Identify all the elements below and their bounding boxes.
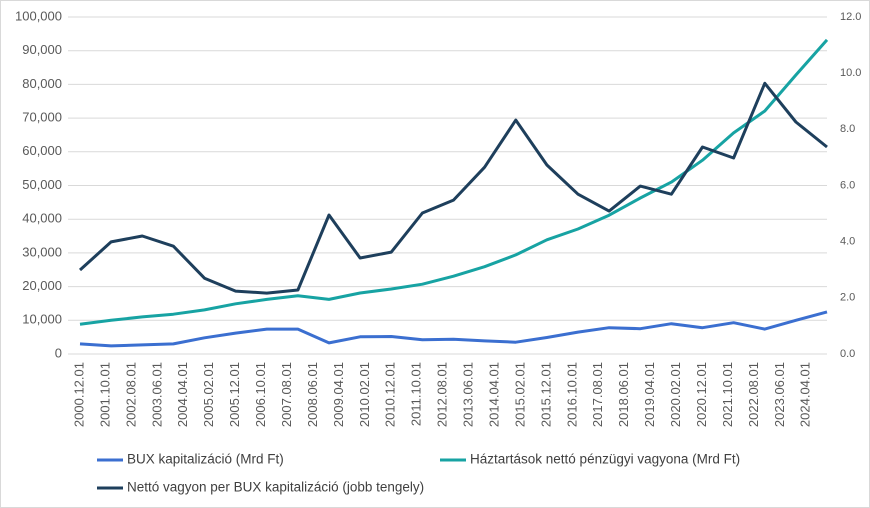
x-tick-label: 2006.10.01: [253, 362, 268, 427]
x-tick-label: 2010.12.01: [383, 362, 398, 427]
x-tick-label: 2013.06.01: [461, 362, 476, 427]
x-tick-label: 2020.12.01: [694, 362, 709, 427]
y-tick-label: 100,000: [15, 8, 62, 23]
y2-tick-label: 0.0: [840, 348, 855, 360]
y2-tick-label: 12.0: [840, 11, 861, 23]
x-tick-label: 2015.12.01: [538, 362, 553, 427]
x-tick-label: 2012.08.01: [435, 362, 450, 427]
x-tick-label: 2007.08.01: [279, 362, 294, 427]
x-tick-label: 2004.04.01: [175, 362, 190, 427]
y-tick-label: 20,000: [22, 278, 62, 293]
y2-tick-label: 10.0: [840, 67, 861, 79]
y-tick-label: 90,000: [22, 42, 62, 57]
y-tick-label: 0: [55, 345, 62, 360]
x-tick-label: 2001.10.01: [97, 362, 112, 427]
series-line: [79, 310, 828, 348]
x-tick-label: 2021.10.01: [720, 362, 735, 427]
x-tick-label: 2008.06.01: [305, 362, 320, 427]
legend-label: Nettó vagyon per BUX kapitalizáció (jobb…: [127, 480, 424, 495]
y-tick-label: 10,000: [22, 312, 62, 327]
legend-label: Háztartások nettó pénzügyi vagyona (Mrd …: [470, 452, 740, 467]
y-tick-label: 60,000: [22, 143, 62, 158]
legend-label: BUX kapitalizáció (Mrd Ft): [127, 452, 284, 467]
y-tick-label: 80,000: [22, 76, 62, 91]
y2-tick-label: 8.0: [840, 123, 855, 135]
x-tick-label: 2016.10.01: [564, 362, 579, 427]
y-tick-label: 70,000: [22, 110, 62, 125]
x-tick-label: 2000.12.01: [71, 362, 86, 427]
x-tick-label: 2024.04.01: [798, 362, 813, 427]
x-tick-label: 2002.08.01: [123, 362, 138, 427]
series-line: [78, 81, 828, 295]
x-tick-label: 2009.04.01: [331, 362, 346, 427]
y2-tick-label: 4.0: [840, 236, 855, 248]
x-tick-label: 2003.06.01: [149, 362, 164, 427]
x-tick-label: 2005.12.01: [227, 362, 242, 427]
y2-tick-label: 6.0: [840, 179, 855, 191]
x-tick-label: 2019.04.01: [642, 362, 657, 427]
x-tick-label: 2020.02.01: [668, 362, 683, 427]
x-tick-label: 2011.10.01: [409, 362, 424, 426]
x-tick-label: 2022.08.01: [746, 362, 761, 427]
y-tick-label: 30,000: [22, 244, 62, 259]
y-tick-label: 40,000: [22, 211, 62, 226]
series-line: [79, 38, 829, 326]
x-tick-label: 2005.02.01: [201, 362, 216, 427]
y2-tick-label: 2.0: [840, 292, 855, 304]
x-tick-label: 2014.04.01: [486, 362, 501, 427]
y-tick-label: 50,000: [22, 177, 62, 192]
x-tick-label: 2015.02.01: [512, 362, 527, 427]
x-tick-label: 2010.02.01: [357, 362, 372, 427]
x-tick-label: 2023.06.01: [772, 362, 787, 427]
x-tick-label: 2018.06.01: [616, 362, 631, 427]
x-tick-label: 2017.08.01: [590, 362, 605, 427]
